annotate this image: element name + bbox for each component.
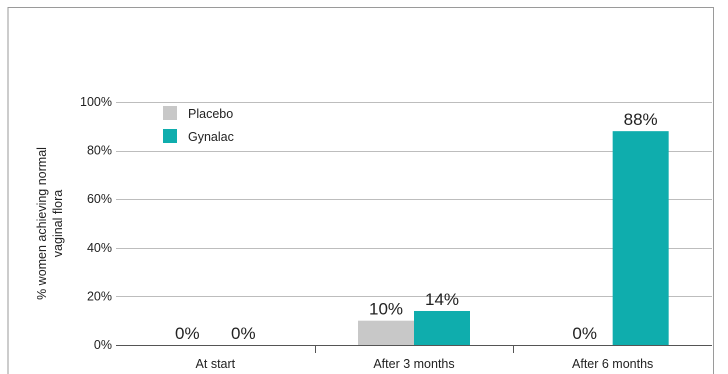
y-tick-label: 0% [94, 338, 112, 352]
y-tick-label: 20% [87, 289, 112, 303]
data-label: 10% [369, 300, 403, 319]
chart-frame [7, 7, 714, 374]
x-category-label: After 3 months [373, 357, 454, 371]
legend: Placebo Gynalac [163, 106, 234, 144]
y-axis-label-line: vaginal flora [51, 190, 65, 257]
data-label: 0% [175, 324, 200, 343]
y-axis-label-line: % women achieving normal [35, 147, 49, 300]
chart-border [7, 7, 714, 374]
data-label: 0% [572, 324, 597, 343]
data-label: 0% [231, 324, 256, 343]
legend-label-gynalac: Gynalac [188, 130, 234, 144]
legend-swatch-gynalac [163, 129, 177, 143]
legend-swatch-placebo [163, 106, 177, 120]
axes: 0% 20% 40% 60% 80% 100% At start After 3 months… [80, 95, 712, 371]
bar-placebo [358, 320, 414, 345]
x-category-label: At start [196, 357, 236, 371]
legend-label-placebo: Placebo [188, 107, 233, 121]
bar-gynalac [612, 131, 669, 345]
x-category-label: After 6 months [572, 357, 653, 371]
bars [358, 131, 669, 345]
y-tick-label: 80% [87, 144, 112, 158]
data-labels: 0% 0% 10% 14% 0% 88% [175, 110, 658, 343]
y-tick-label: 100% [80, 95, 112, 109]
y-axis-label: % women achieving normal vaginal flora [35, 147, 65, 300]
y-tick-label: 60% [87, 192, 112, 206]
data-label: 88% [624, 110, 658, 129]
bar-gynalac [414, 310, 470, 345]
data-label: 14% [425, 290, 459, 309]
y-tick-label: 40% [87, 241, 112, 255]
